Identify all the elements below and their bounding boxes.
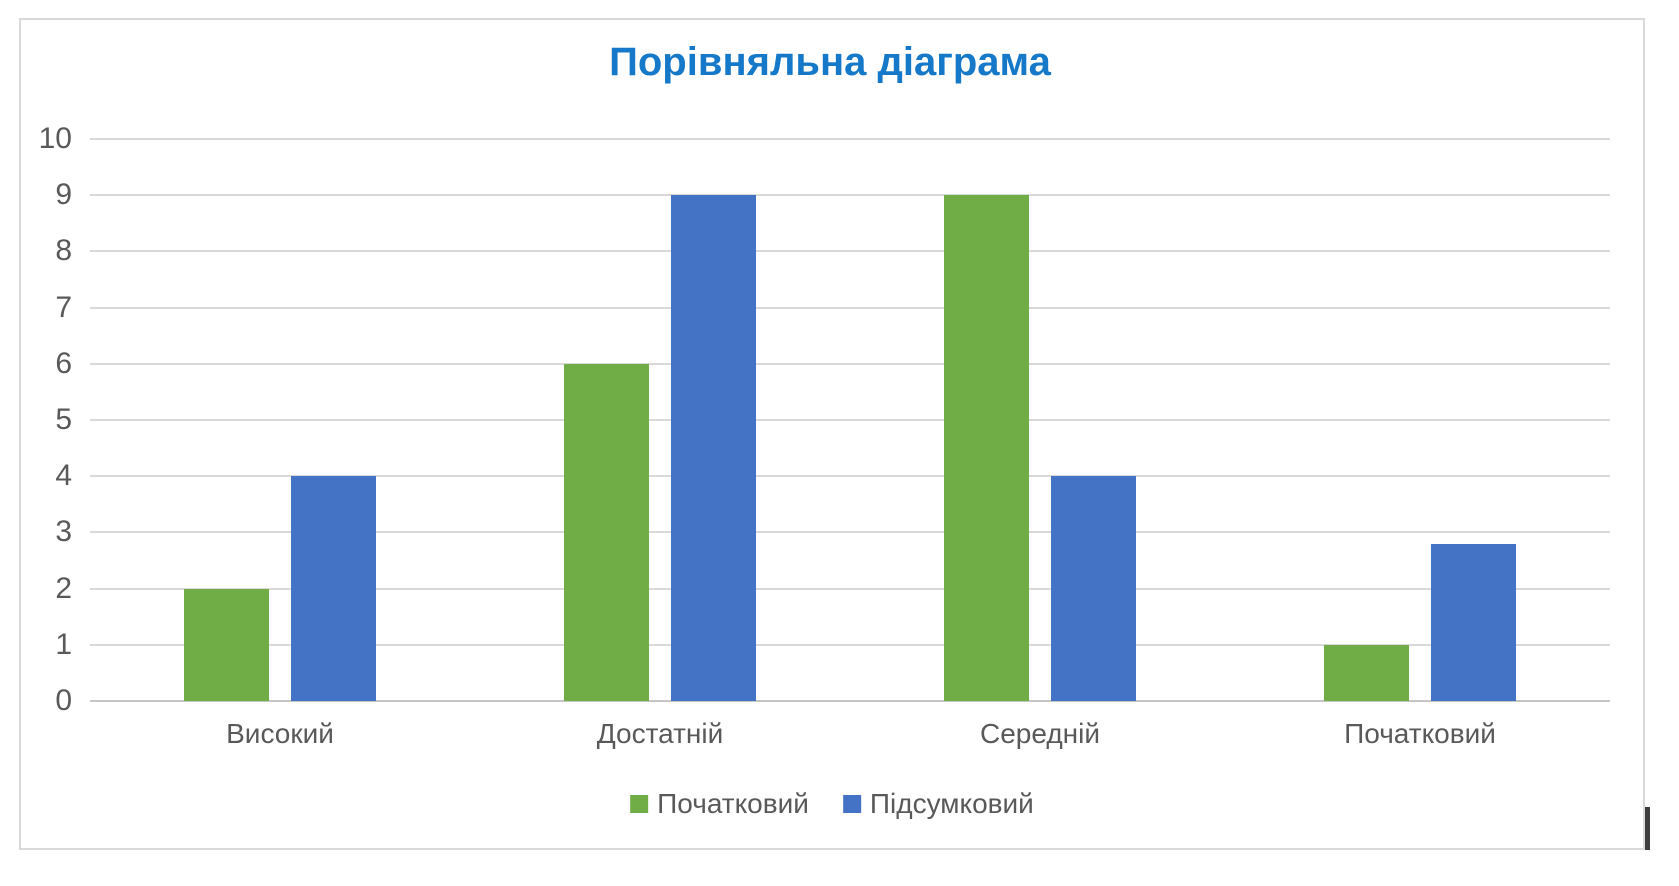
chart-title: Порівняльна діаграма xyxy=(609,40,1051,84)
legend-item: Початковий xyxy=(630,788,809,820)
legend-color-swatch-icon xyxy=(630,795,649,813)
legend: Початковий Підсумковий xyxy=(630,788,1034,820)
chart-frame[interactable] xyxy=(19,18,1645,850)
legend-item: Підсумковий xyxy=(842,788,1034,820)
text-cursor-artifact xyxy=(1645,807,1650,850)
legend-color-swatch-icon xyxy=(842,795,861,813)
legend-label: Підсумковий xyxy=(869,788,1034,819)
legend-label: Початковий xyxy=(657,788,809,819)
